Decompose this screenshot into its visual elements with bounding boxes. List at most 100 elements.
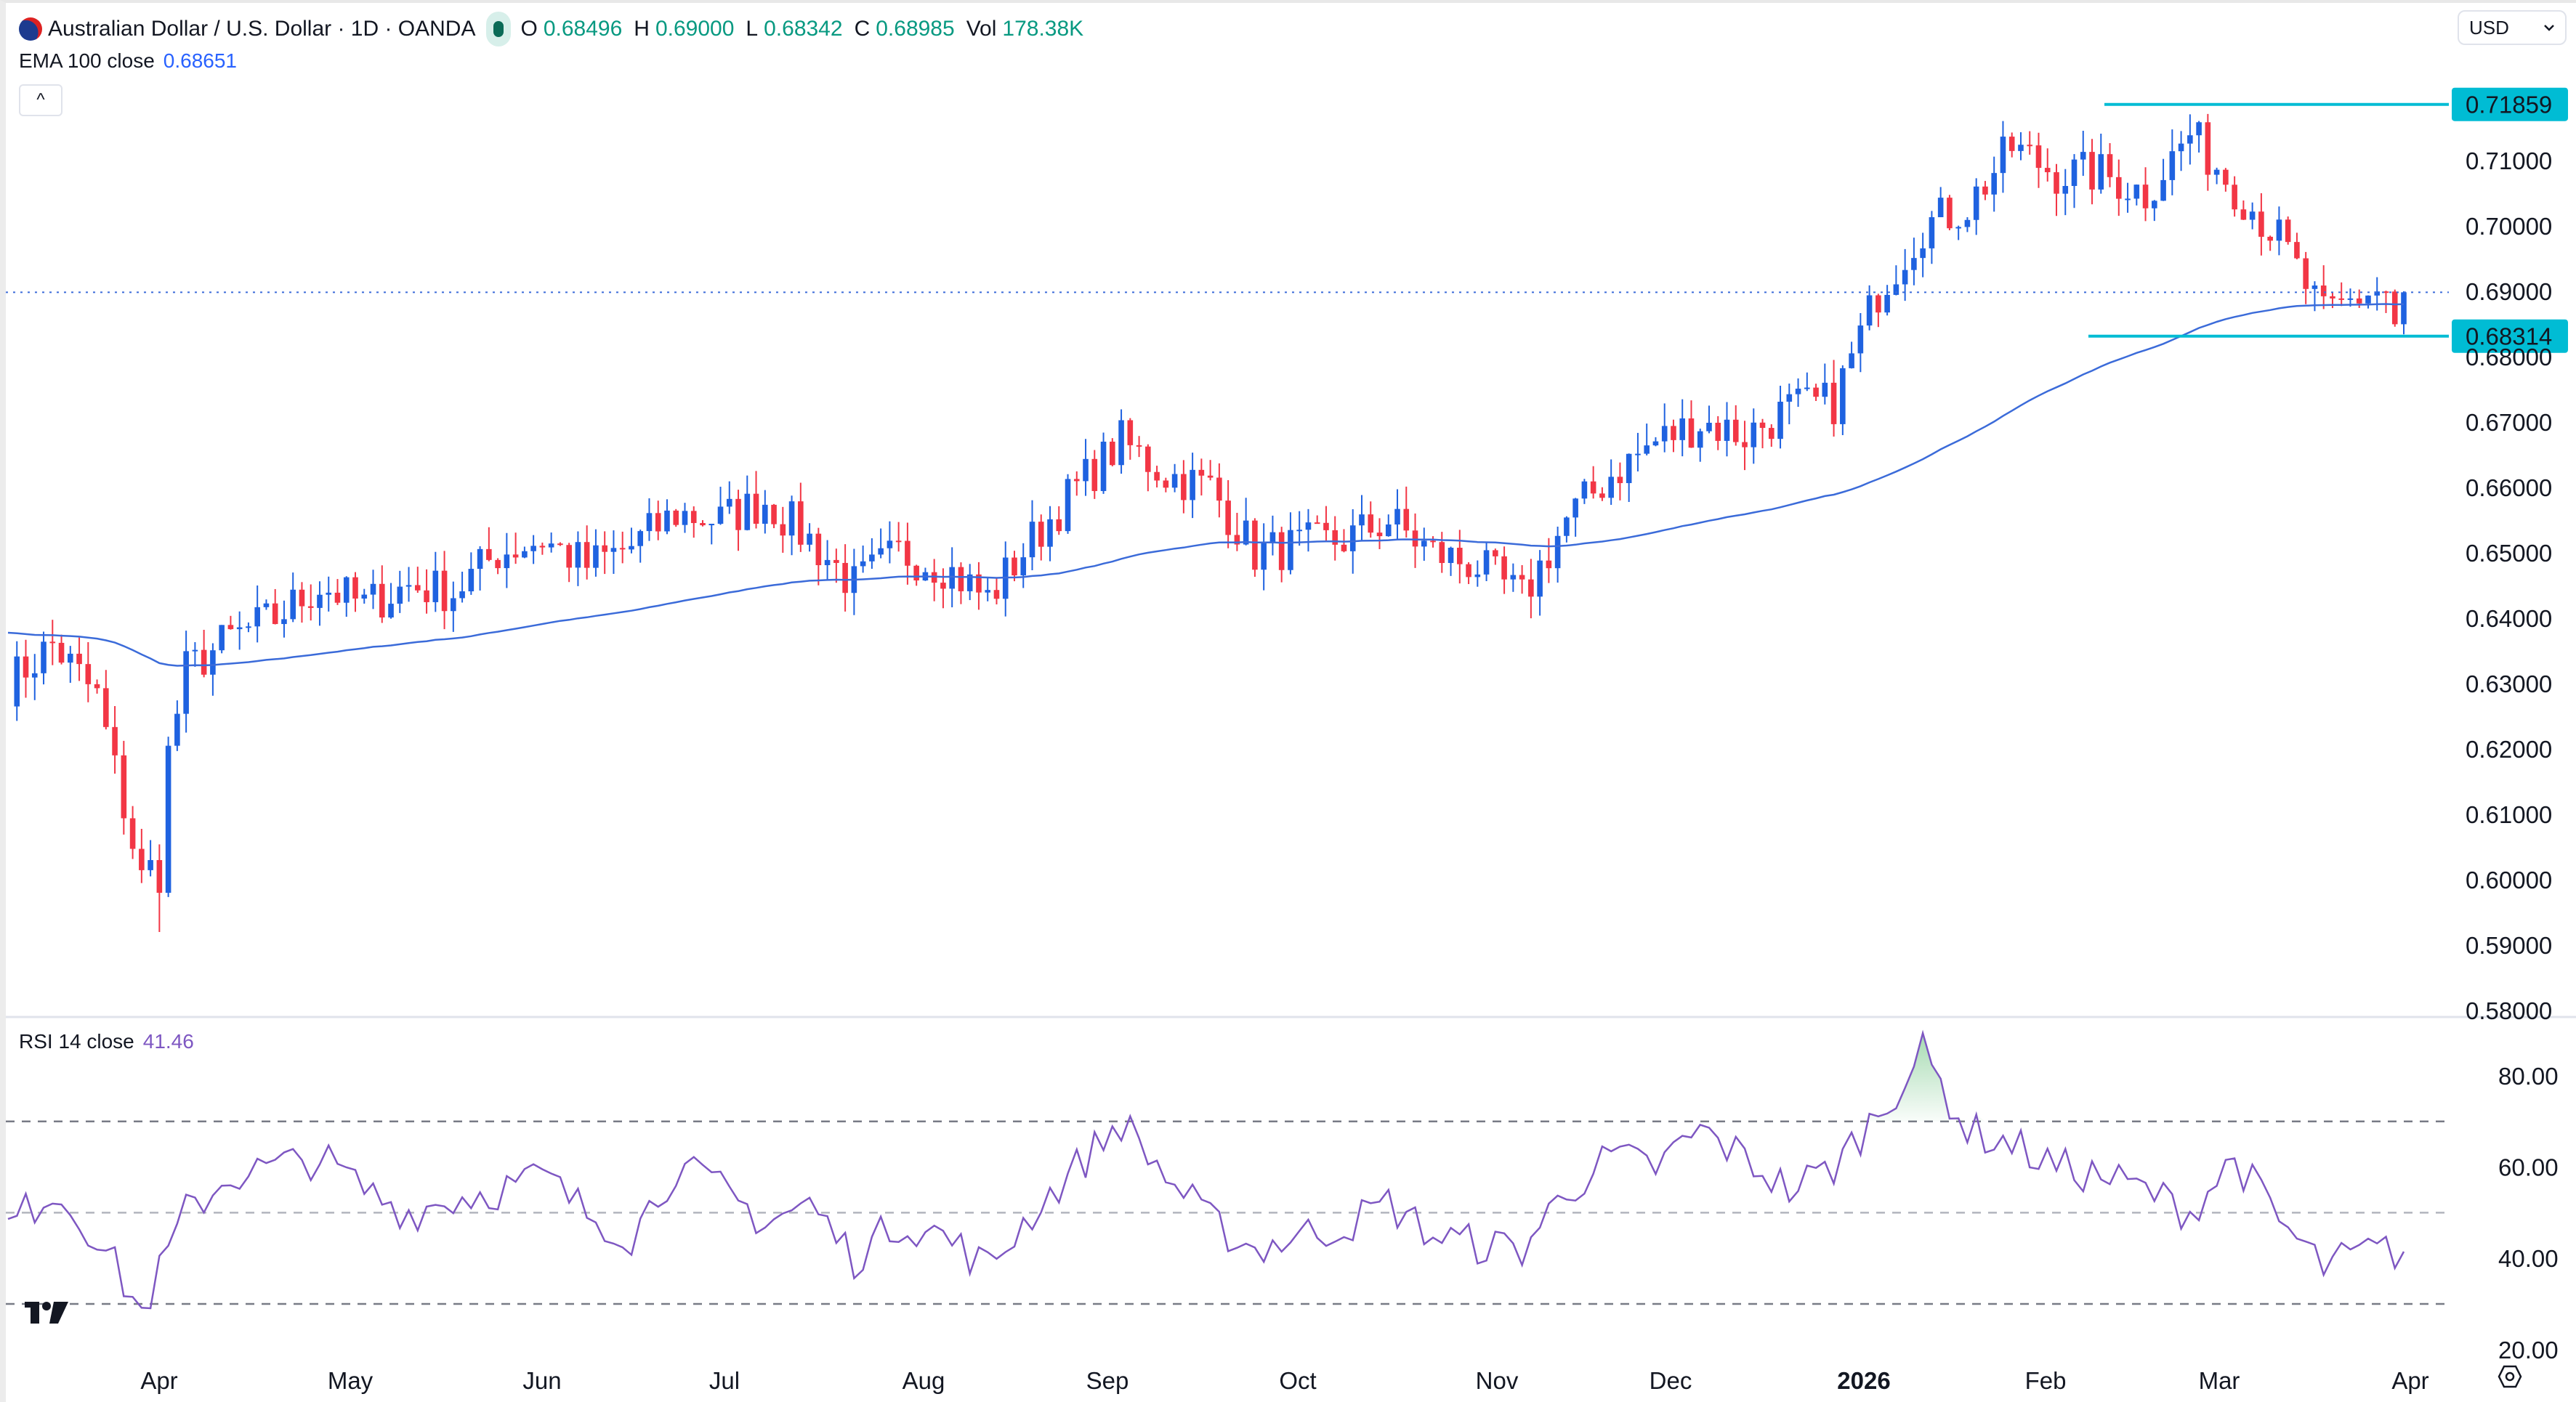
candle-body [504,554,510,569]
candle-body [219,625,225,651]
candle [254,585,260,643]
candle [1768,424,1774,447]
candle-body [976,574,982,593]
candle-body [807,533,812,545]
candle [326,576,332,612]
price-tick-label: 0.71000 [2466,147,2552,174]
time-tick-label: Jun [522,1367,561,1394]
candle-body [2303,258,2309,289]
currency-select[interactable]: USD [2458,10,2567,45]
candle [726,481,732,514]
candle [67,646,73,683]
candle-body [1893,284,1899,295]
candle [2035,132,2042,188]
candle-body [1368,514,1374,533]
candle-body [1421,540,1427,547]
candle [2062,169,2069,216]
candle-body [958,567,964,591]
candle-body [1073,479,1080,482]
candle [397,570,403,613]
collapse-legend-button[interactable]: ^ [19,84,62,116]
candle [566,543,572,583]
ema-legend[interactable]: EMA 100 close 0.68651 [19,49,237,73]
candle [129,806,136,859]
candle [2178,131,2184,171]
candle [14,641,20,721]
candle-body [1332,530,1339,545]
candle [468,552,475,595]
price-axis[interactable]: 0.71000 0.70000 0.69000 0.68000 0.67000 0.660… [2466,147,2552,1024]
candle [717,487,724,525]
candle-body [539,546,546,548]
candle-body [673,510,679,525]
time-tick-label: 2026 [1837,1367,1890,1394]
rsi-axis[interactable]: 80.00 60.00 40.00 20.00 [2498,1063,2559,1363]
candle [183,631,189,733]
candle [1466,562,1471,585]
candle-body [94,684,100,689]
candle-body [771,504,777,524]
candle-body [1742,442,1748,447]
candle [94,679,100,694]
candle [1564,516,1570,543]
candle [1252,518,1258,577]
candle-body [2027,145,2033,147]
candle-body [2054,172,2059,194]
candle [1234,512,1240,551]
candle [2125,182,2131,213]
rsi-legend[interactable]: RSI 14 close 41.46 [19,1030,194,1053]
rsi-label: RSI 14 close [19,1030,134,1053]
time-axis[interactable]: Apr May Jun Jul Aug Sep Oct Nov Dec 2026 Feb Mar Apr [140,1367,2428,1394]
candle-body [949,567,955,589]
symbol-title[interactable]: Australian Dollar / U.S. Dollar · 1D · O… [48,17,476,41]
candle-body [833,559,839,563]
candle [1876,293,1881,328]
candle-body [451,598,456,612]
candle-body [1537,560,1543,597]
candle [1448,546,1454,576]
candle-body [2232,185,2237,210]
close-value: 0.68985 [876,17,955,41]
settings-icon[interactable] [2498,1364,2522,1389]
candle-body [637,531,644,546]
price-tick-label: 0.63000 [2466,670,2552,697]
candle [1216,463,1222,518]
candle-body [352,577,358,599]
candle-body [842,562,848,593]
candle [1038,514,1044,561]
candle [1661,403,1668,453]
candle-body [379,583,385,618]
candle [459,571,465,603]
candle-body [1483,550,1490,575]
candle-body [522,551,528,558]
candle-body [156,860,163,893]
candle-body [210,650,216,675]
tradingview-logo-icon[interactable] [25,1302,68,1326]
candle [2303,251,2309,304]
candle [673,508,679,527]
candle [1403,486,1410,538]
candle-body [629,546,634,550]
candle [522,546,528,559]
candle-body [2062,186,2069,194]
candle [851,548,857,615]
time-tick-label: Mar [2199,1367,2240,1394]
candle-body [2276,219,2282,241]
candle-body [103,688,109,727]
candle-body [1376,532,1383,537]
candle [1457,530,1463,584]
high-key: H [634,17,650,41]
candle-body [2008,137,2015,151]
time-tick-label: Sep [1086,1367,1129,1394]
candle [1412,513,1418,568]
candle [1110,438,1115,466]
candle-body [2115,177,2122,199]
market-status-icon[interactable] [485,12,511,46]
candle [477,546,483,591]
candle-body [2223,169,2229,185]
candle-body [1466,564,1471,578]
candle-body [530,546,536,551]
candle-body [414,585,421,591]
candle-body [343,577,350,603]
